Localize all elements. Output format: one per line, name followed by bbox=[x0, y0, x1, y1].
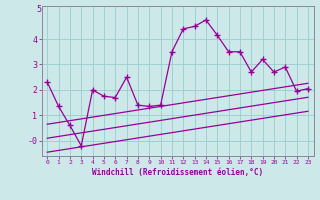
Text: 5: 5 bbox=[36, 5, 42, 14]
X-axis label: Windchill (Refroidissement éolien,°C): Windchill (Refroidissement éolien,°C) bbox=[92, 168, 263, 177]
